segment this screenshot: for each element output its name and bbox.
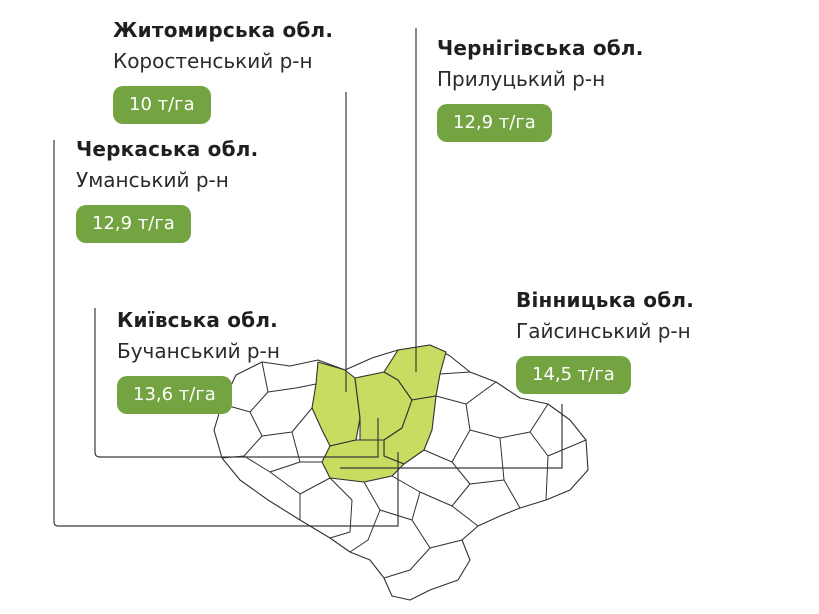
region-name: Черкаська обл. [76,137,259,161]
label-zhytomyr: Житомирська обл. Коростенський р-н 10 т/… [113,20,333,124]
yield-badge: 12,9 т/га [76,205,191,243]
leader-line-kyiv [94,308,379,458]
label-kyiv: Київська обл. Бучанський р-н 13,6 т/га [117,310,280,414]
yield-badge: 14,5 т/га [516,356,631,394]
region-name: Житомирська обл. [113,18,334,42]
district-name: Прилуцький р-н [437,67,606,91]
leader-lines [53,28,563,527]
yield-badge: 10 т/га [113,86,211,124]
leader-line-cherkasy [53,140,399,527]
yield-badge: 12,9 т/га [437,104,552,142]
region-name: Вінницька обл. [516,288,695,312]
region-name: Чернігівська обл. [437,36,644,60]
region-name: Київська обл. [117,308,278,332]
label-vinnytsia: Вінницька обл. Гайсинський р-н 14,5 т/га [516,290,694,394]
district-name: Бучанський р-н [117,339,280,363]
district-name: Коростенський р-н [113,49,313,73]
label-chernihiv: Чернігівська обл. Прилуцький р-н 12,9 т/… [437,38,644,142]
yield-badge: 13,6 т/га [117,376,232,414]
leader-line-vinnytsia [340,404,563,469]
district-name: Гайсинський р-н [516,319,691,343]
label-cherkasy: Черкаська обл. Уманський р-н 12,9 т/га [76,139,258,243]
district-name: Уманський р-н [76,168,229,192]
